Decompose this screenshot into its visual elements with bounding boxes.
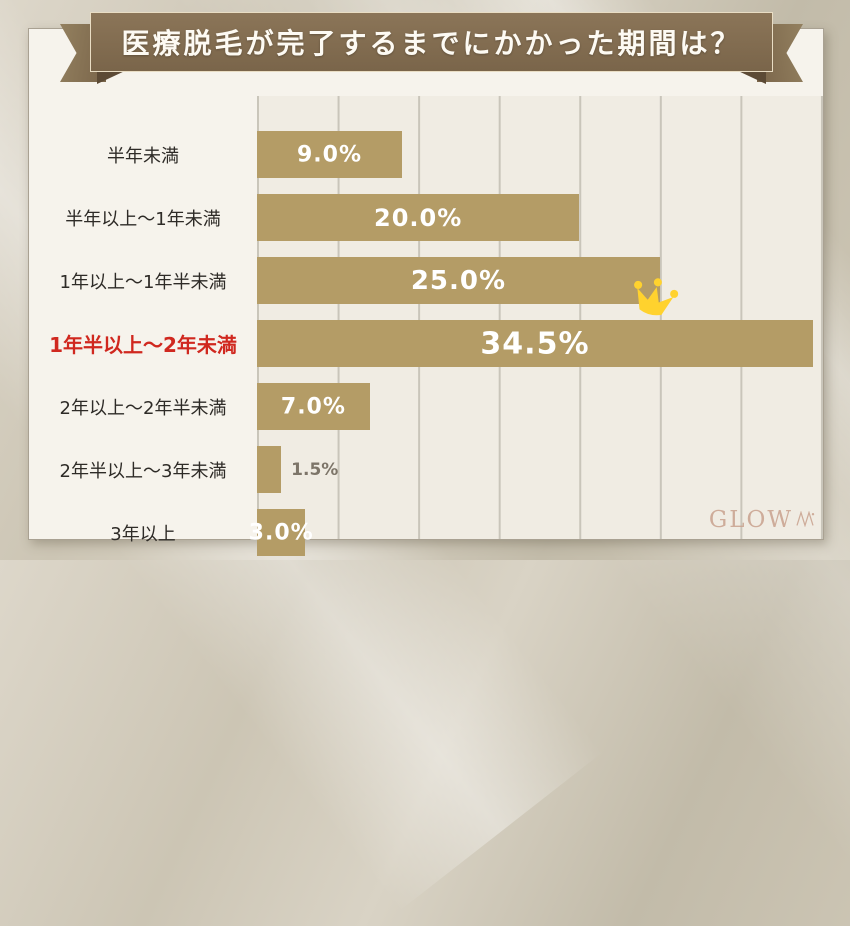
chart-bar: 34.5% <box>257 320 813 367</box>
category-labels: 半年未満半年以上〜1年未満 1年以上〜1年半未満 1年半以上〜2年未満 2年以上〜2年… <box>29 96 257 545</box>
glow-logo-mark <box>796 511 815 527</box>
crown-icon <box>634 278 679 316</box>
category-label: 1年以上〜1年半未満 <box>59 271 227 293</box>
bar-value-label: 34.5% <box>480 326 590 361</box>
chart-bar: 1.5% <box>257 446 338 493</box>
bar-value-label: 1.5% <box>291 459 339 480</box>
chart-bar: 7.0% <box>257 383 370 430</box>
bar-value-label: 25.0% <box>410 265 507 296</box>
category-label: 1年半以上〜2年未満 <box>49 333 237 357</box>
chart-bar: 3.0% <box>249 509 313 556</box>
category-label: 2年半以上〜3年未満 <box>59 460 227 482</box>
bar-value-label: 9.0% <box>297 142 363 167</box>
chart-bar: 9.0% <box>257 131 403 178</box>
chart-bar: 20.0% <box>257 194 580 241</box>
chart-card: 半年未満半年以上〜1年未満 1年以上〜1年半未満 1年半以上〜2年未満 2年以上〜2年… <box>28 28 824 556</box>
category-label: 半年以上〜1年未満 <box>65 208 221 230</box>
plot-area: 9.0% 20.0% 25.0% 34.5% 7.0% 1.5% 3.0% <box>249 96 823 556</box>
category-label: 3年以上 <box>110 523 176 545</box>
chart-bar: 25.0% <box>257 257 660 304</box>
bar-value-label: 20.0% <box>374 203 463 232</box>
category-label: 2年以上〜2年半未満 <box>59 397 227 419</box>
category-label: 半年未満 <box>107 145 179 167</box>
glow-logo: GLOW <box>709 507 815 533</box>
bar-value-label: 7.0% <box>280 394 346 419</box>
glow-logo-text: GLOW <box>708 507 793 533</box>
bar-value-label: 3.0% <box>248 520 314 545</box>
